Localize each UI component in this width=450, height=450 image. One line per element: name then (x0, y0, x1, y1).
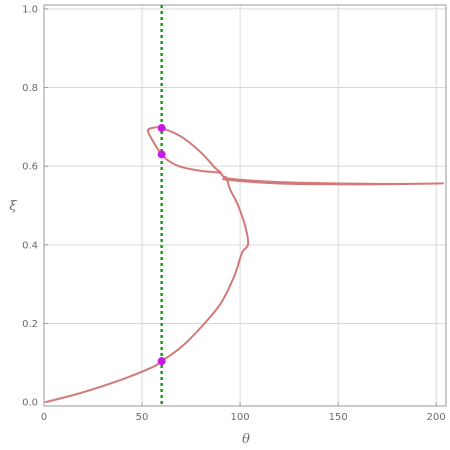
plot-frame (43, 4, 447, 407)
x-tick-label: 50 (136, 412, 149, 423)
y-tick-label: 0.4 (22, 240, 38, 251)
y-tick-label: 0.2 (22, 319, 38, 330)
series-layer (44, 126, 444, 404)
intersection-point (157, 357, 166, 366)
x-tick-labels: 0 50 100 150 200 (41, 412, 446, 423)
x-tick-label: 100 (231, 412, 250, 423)
marker-layer (157, 124, 166, 366)
y-tick-label: 0.6 (22, 162, 38, 173)
y-tick-label: 0.0 (22, 398, 38, 409)
y-tick-labels: 0.0 0.2 0.4 0.6 0.8 1.0 (22, 4, 38, 408)
x-tick-label: 150 (329, 412, 348, 423)
ticks (43, 8, 437, 406)
x-tick-label: 0 (41, 412, 47, 423)
x-axis-title: θ (242, 432, 250, 447)
y-axis-title: ξ (9, 199, 17, 214)
intersection-point (157, 150, 166, 159)
series-curve (44, 126, 444, 404)
x-tick-label: 200 (427, 412, 446, 423)
y-tick-label: 0.8 (22, 83, 38, 94)
y-tick-label: 1.0 (22, 4, 38, 15)
grid (44, 5, 446, 406)
intersection-point (157, 124, 166, 133)
